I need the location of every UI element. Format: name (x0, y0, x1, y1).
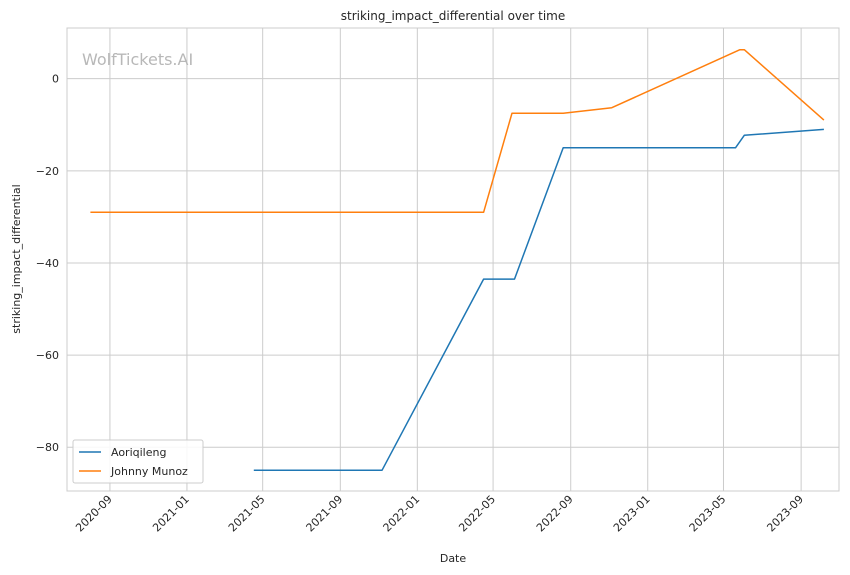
x-tick: 2021-09 (304, 493, 346, 535)
y-tick-label: −40 (36, 257, 59, 270)
plot-frame (66, 27, 840, 492)
series-line-1 (253, 128, 824, 472)
y-tick-label: 0 (52, 73, 59, 86)
chart-title: striking_impact_differential over time (341, 9, 566, 23)
y-ticks: 0 −20 −40 −60 −80 (36, 73, 59, 455)
x-axis-label: Date (440, 552, 467, 565)
x-ticks: 2020-09 2021-01 2021-05 2021-09 2022-01 2022-… (73, 493, 806, 535)
x-tick-label: 2022-09 (534, 493, 576, 535)
x-tick: 2022-09 (534, 493, 576, 535)
x-tick: 2023-05 (687, 493, 729, 535)
y-tick-label: −20 (36, 165, 59, 178)
series-layer (90, 48, 825, 472)
legend-box (72, 439, 204, 484)
x-tick: 2023-01 (611, 493, 653, 535)
legend: Aoriqileng Johnny Munoz (72, 439, 204, 484)
x-tick: 2020-09 (73, 493, 115, 535)
x-tick-label: 2023-05 (687, 493, 729, 535)
watermark: WolfTickets.AI (82, 50, 193, 69)
grid (67, 28, 839, 491)
x-tick: 2021-01 (150, 493, 192, 535)
x-tick: 2023-09 (764, 493, 806, 535)
x-tick: 2022-01 (381, 493, 423, 535)
y-axis-label: striking_impact_differential (10, 184, 23, 333)
x-tick: 2021-05 (226, 493, 268, 535)
x-tick-label: 2020-09 (73, 493, 115, 535)
series-line-2 (90, 48, 825, 214)
x-tick: 2022-05 (456, 493, 498, 535)
x-tick-label: 2021-01 (150, 493, 192, 535)
x-tick-label: 2023-09 (764, 493, 806, 535)
x-tick-label: 2021-09 (304, 493, 346, 535)
x-tick-label: 2022-05 (456, 493, 498, 535)
y-tick-label: −60 (36, 349, 59, 362)
x-tick-label: 2021-05 (226, 493, 268, 535)
y-tick-label: −80 (36, 441, 59, 454)
legend-label: Johnny Munoz (110, 465, 188, 478)
x-tick-label: 2022-01 (381, 493, 423, 535)
legend-label: Aoriqileng (111, 446, 166, 459)
x-tick-label: 2023-01 (611, 493, 653, 535)
